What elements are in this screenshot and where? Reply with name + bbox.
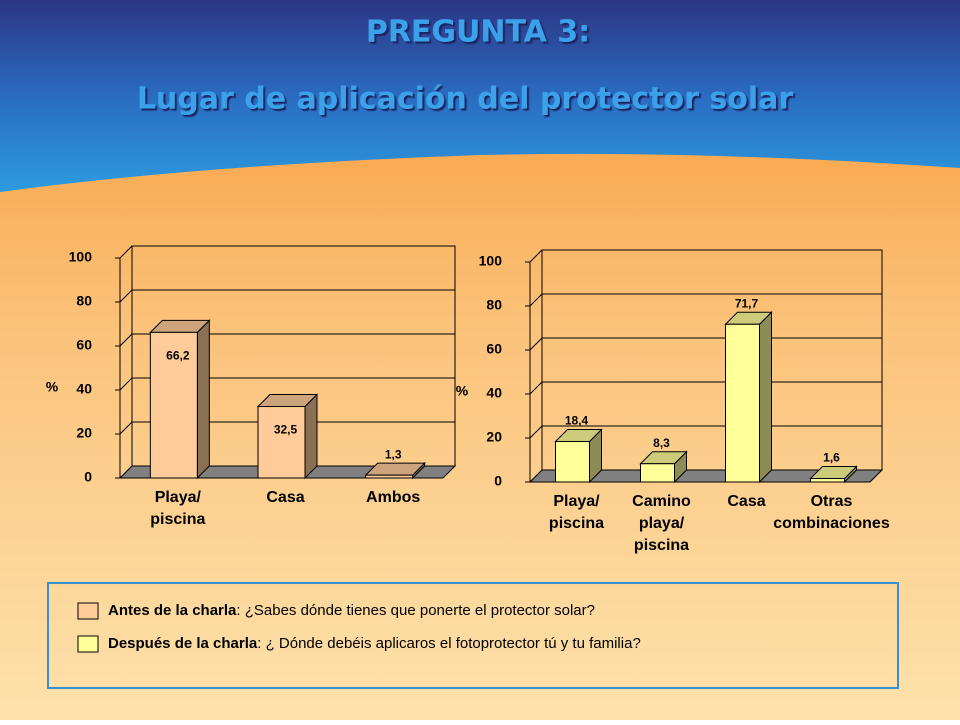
y-tick-label: 0 bbox=[84, 469, 92, 485]
value-label: 66,2 bbox=[166, 349, 190, 363]
grid-line bbox=[529, 381, 543, 395]
bar bbox=[257, 406, 306, 479]
x-tick-line: combinaciones bbox=[773, 515, 890, 532]
grid-line bbox=[529, 469, 543, 483]
legend-label: Después de la charla bbox=[108, 635, 258, 652]
subtitle: Lugar de aplicación del protector solar bbox=[137, 82, 794, 117]
legend-entry: Antes de la charla: ¿Sabes dónde tienes … bbox=[108, 602, 595, 619]
bar bbox=[149, 331, 198, 479]
x-tick-line: Playa/ bbox=[553, 493, 600, 510]
y-tick-label: 60 bbox=[486, 341, 502, 357]
y-tick-label: 0 bbox=[494, 473, 502, 489]
legend-entry: Después de la charla: ¿ Dónde debéis apl… bbox=[108, 635, 641, 652]
grid-line bbox=[119, 377, 133, 391]
legend-text: : ¿Sabes dónde tienes que ponerte el pro… bbox=[236, 602, 595, 619]
grid-line bbox=[119, 333, 133, 347]
x-tick-line: Ambos bbox=[366, 489, 420, 506]
y-tick-label: 40 bbox=[486, 385, 502, 401]
value-label: 32,5 bbox=[274, 423, 298, 437]
bar bbox=[640, 463, 675, 483]
x-tick-line: piscina bbox=[634, 537, 689, 554]
grid-line bbox=[529, 293, 543, 307]
x-tick-line: playa/ bbox=[639, 515, 685, 532]
y-axis-label: % bbox=[46, 379, 59, 395]
y-tick-label: 100 bbox=[69, 249, 93, 265]
x-tick-label: Otras combinaciones bbox=[773, 493, 890, 532]
x-tick-line: Camino bbox=[632, 493, 691, 510]
grid-line bbox=[529, 425, 543, 439]
x-tick-line: Casa bbox=[727, 493, 765, 510]
x-tick-line: Casa bbox=[266, 489, 304, 506]
grid-line bbox=[119, 465, 133, 479]
x-tick-label: Casa bbox=[266, 489, 304, 506]
y-tick-label: 80 bbox=[76, 293, 92, 309]
title: PREGUNTA 3: bbox=[366, 15, 590, 50]
x-tick-line: Otras bbox=[811, 493, 853, 510]
x-tick-label: Playa/piscina bbox=[549, 493, 604, 532]
y-tick-label: 60 bbox=[76, 337, 92, 353]
x-tick-line: piscina bbox=[549, 515, 604, 532]
y-tick-label: 20 bbox=[486, 429, 502, 445]
bar bbox=[555, 441, 590, 483]
x-tick-label: Playa/piscina bbox=[150, 489, 205, 528]
legend-text: : ¿ Dónde debéis aplicaros el fotoprotec… bbox=[257, 635, 641, 652]
value-label: 1,3 bbox=[385, 447, 402, 461]
y-tick-label: 40 bbox=[76, 381, 92, 397]
x-tick-label: Ambos bbox=[366, 489, 420, 506]
value-label: 1,6 bbox=[823, 451, 840, 465]
value-label: 18,4 bbox=[565, 414, 589, 428]
y-tick-label: 20 bbox=[76, 425, 92, 441]
grid-line bbox=[529, 337, 543, 351]
bar bbox=[725, 323, 760, 483]
bar bbox=[365, 474, 414, 479]
bar-side bbox=[304, 393, 318, 480]
x-tick-label: Camino playa/piscina bbox=[632, 493, 691, 554]
legend-box bbox=[47, 582, 899, 689]
legend-label: Antes de la charla bbox=[108, 602, 237, 619]
legend-swatch bbox=[77, 635, 99, 653]
legend-swatch bbox=[77, 602, 99, 620]
grid-line bbox=[119, 421, 133, 435]
x-tick-line: piscina bbox=[150, 511, 205, 528]
x-tick-label: Casa bbox=[727, 493, 765, 510]
header-band bbox=[0, 0, 960, 192]
bar-side bbox=[196, 319, 210, 480]
y-tick-label: 100 bbox=[479, 253, 503, 269]
bar bbox=[810, 477, 845, 483]
grid-line bbox=[529, 249, 543, 263]
y-tick-label: 80 bbox=[486, 297, 502, 313]
y-axis-label: % bbox=[456, 383, 469, 399]
grid-line bbox=[119, 245, 133, 259]
bar-side bbox=[759, 311, 772, 484]
value-label: 71,7 bbox=[735, 296, 759, 310]
grid-line bbox=[119, 289, 133, 303]
value-label: 8,3 bbox=[653, 436, 670, 450]
x-tick-line: Playa/ bbox=[155, 489, 202, 506]
